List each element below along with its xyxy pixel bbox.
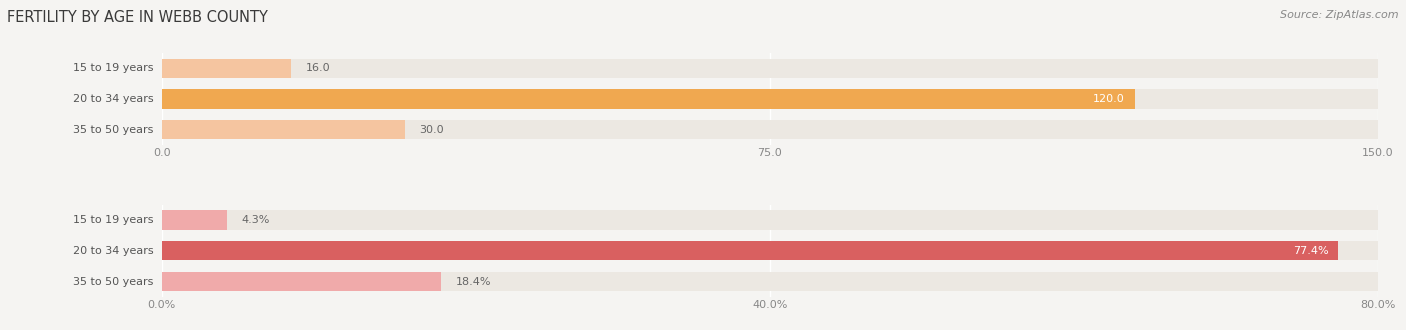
Text: 35 to 50 years: 35 to 50 years xyxy=(73,125,153,135)
Text: FERTILITY BY AGE IN WEBB COUNTY: FERTILITY BY AGE IN WEBB COUNTY xyxy=(7,10,269,25)
Bar xyxy=(162,211,1378,230)
Bar xyxy=(162,272,1378,291)
Text: 4.3%: 4.3% xyxy=(242,215,270,225)
Bar xyxy=(162,272,441,291)
Bar xyxy=(162,211,226,230)
Text: 120.0: 120.0 xyxy=(1092,94,1125,104)
Text: 20 to 34 years: 20 to 34 years xyxy=(73,94,153,104)
Text: 16.0: 16.0 xyxy=(307,63,330,73)
Bar xyxy=(162,241,1378,260)
Text: 20 to 34 years: 20 to 34 years xyxy=(73,246,153,256)
Bar xyxy=(162,120,1378,139)
Text: 15 to 19 years: 15 to 19 years xyxy=(73,215,153,225)
Text: Source: ZipAtlas.com: Source: ZipAtlas.com xyxy=(1281,10,1399,20)
Bar xyxy=(162,89,1135,109)
Text: 30.0: 30.0 xyxy=(419,125,444,135)
Bar xyxy=(162,59,291,78)
Text: 15 to 19 years: 15 to 19 years xyxy=(73,63,153,73)
Bar xyxy=(162,59,1378,78)
Bar xyxy=(162,241,1339,260)
Text: 18.4%: 18.4% xyxy=(456,277,492,286)
Text: 35 to 50 years: 35 to 50 years xyxy=(73,277,153,286)
Text: 77.4%: 77.4% xyxy=(1294,246,1329,256)
Bar xyxy=(162,89,1378,109)
Bar xyxy=(162,120,405,139)
